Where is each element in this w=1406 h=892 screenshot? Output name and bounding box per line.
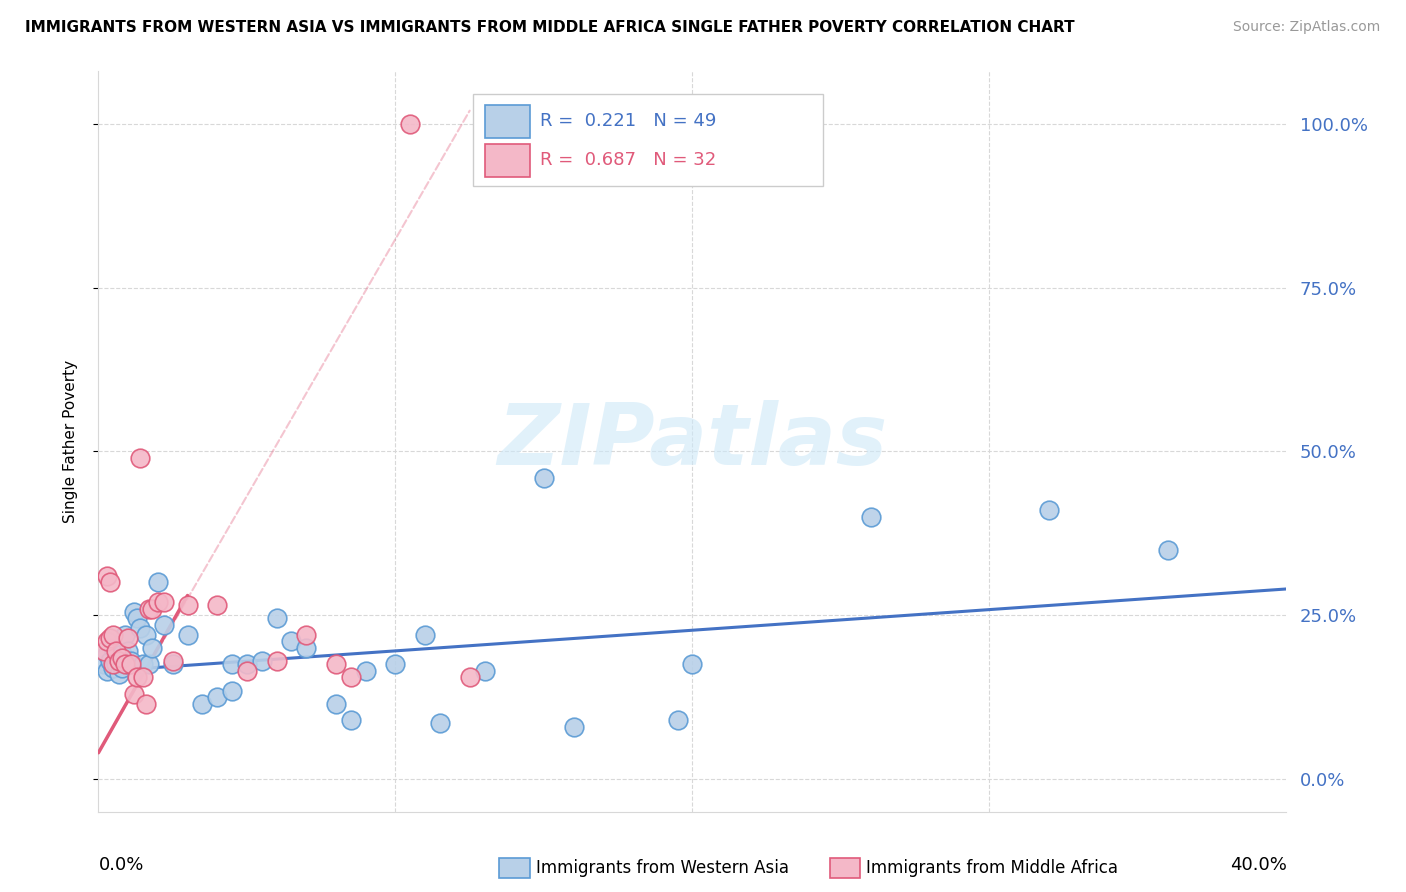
Point [103,657,125,672]
Point [122,687,145,701]
Point [191,697,214,711]
Point [146,575,169,590]
Point [325,657,347,672]
Point [96,664,118,678]
Point [108,667,131,681]
Point [1156,542,1178,557]
Point [176,628,198,642]
Point [108,654,131,668]
Point [117,657,139,672]
Point [681,657,703,672]
Point [125,611,148,625]
Point [280,634,302,648]
Point [162,657,184,672]
Point [236,664,259,678]
Point [98,631,121,645]
Point [132,657,155,672]
Text: Source: ZipAtlas.com: Source: ZipAtlas.com [1233,20,1381,34]
Point [103,640,125,655]
Point [138,657,160,672]
Point [221,683,243,698]
FancyBboxPatch shape [472,94,823,186]
Point [236,657,259,672]
Point [146,595,169,609]
Point [129,450,152,465]
Point [108,654,131,668]
Point [98,575,121,590]
Point [111,650,134,665]
Point [117,644,139,658]
Point [93,644,115,658]
Point [221,657,243,672]
Point [266,611,288,625]
Point [413,628,436,642]
Point [96,634,118,648]
Point [205,690,228,704]
Point [93,657,115,672]
Point [103,628,125,642]
Point [138,601,160,615]
Point [141,601,163,615]
Point [141,640,163,655]
Point [340,670,363,684]
Point [162,654,184,668]
Point [135,697,157,711]
Text: R =  0.687   N = 32: R = 0.687 N = 32 [540,152,717,169]
Point [135,628,157,642]
Point [96,648,118,662]
Point [176,599,198,613]
Y-axis label: Single Father Poverty: Single Father Poverty [63,360,77,523]
Point [152,595,174,609]
Point [129,621,152,635]
Point [114,657,136,672]
Bar [485,104,530,138]
Point [266,654,288,668]
Text: Immigrants from Middle Africa: Immigrants from Middle Africa [866,859,1118,877]
Point [98,654,121,668]
Point [533,470,555,484]
Text: Immigrants from Western Asia: Immigrants from Western Asia [536,859,789,877]
Point [384,657,406,672]
Point [105,657,128,672]
Point [111,660,134,674]
Text: IMMIGRANTS FROM WESTERN ASIA VS IMMIGRANTS FROM MIDDLE AFRICA SINGLE FATHER POVE: IMMIGRANTS FROM WESTERN ASIA VS IMMIGRAN… [25,20,1076,35]
Point [122,605,145,619]
Point [105,644,128,658]
Point [429,716,451,731]
Point [132,670,155,684]
Point [474,664,496,678]
Point [325,697,347,711]
Point [666,713,689,727]
Point [111,648,134,662]
Point [295,628,318,642]
Point [114,628,136,642]
Text: ZIPatlas: ZIPatlas [498,400,887,483]
Point [399,117,422,131]
Point [96,569,118,583]
Point [120,657,142,672]
Point [340,713,363,727]
Point [125,670,148,684]
Point [354,664,377,678]
Point [859,509,882,524]
Point [562,720,585,734]
Point [152,618,174,632]
Point [250,654,273,668]
Point [120,654,142,668]
Text: R =  0.221   N = 49: R = 0.221 N = 49 [540,112,717,130]
Point [458,670,481,684]
Point [1038,503,1060,517]
Point [103,660,125,674]
Bar [485,144,530,178]
Point [205,599,228,613]
Text: 40.0%: 40.0% [1230,856,1286,874]
Point [117,631,139,645]
Text: 0.0%: 0.0% [98,856,143,874]
Point [295,640,318,655]
